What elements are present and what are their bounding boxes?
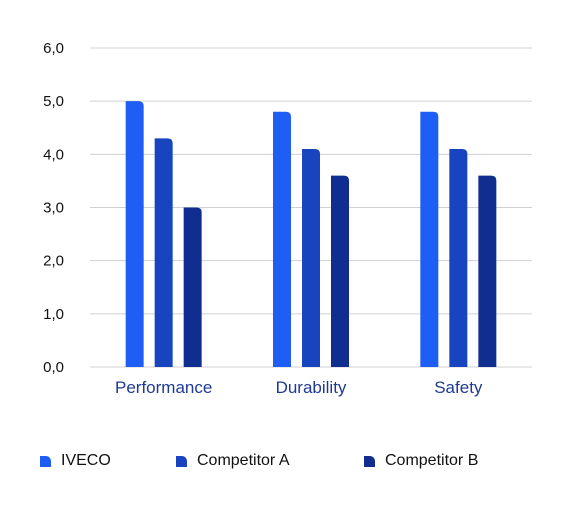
y-tick-label: 4,0 — [43, 146, 64, 163]
bar-competitor-a — [302, 149, 320, 367]
legend-item: Competitor A — [176, 452, 289, 470]
legend-item: Competitor B — [364, 452, 478, 470]
bar-competitor-a — [154, 138, 173, 367]
y-tick-label: 5,0 — [43, 93, 64, 110]
bar-iveco — [125, 101, 144, 368]
bar-competitor-b — [331, 175, 349, 367]
bar-iveco — [273, 111, 291, 367]
legend-swatch — [176, 455, 187, 467]
legend-label: Competitor B — [385, 452, 479, 469]
y-tick-label: 2,0 — [43, 253, 64, 270]
bar-competitor-b — [478, 175, 497, 367]
y-tick-label: 6,0 — [43, 40, 64, 57]
legend-item: IVECO — [40, 452, 111, 470]
x-category-label: Safety — [434, 378, 483, 397]
y-tick-label: 0,0 — [43, 359, 64, 376]
bar-competitor-b — [183, 207, 202, 367]
y-tick-label: 3,0 — [43, 200, 64, 217]
bar-iveco — [420, 111, 439, 367]
x-category-label: Performance — [115, 378, 212, 397]
x-category-label: Durability — [276, 378, 347, 397]
legend-label: Competitor A — [197, 452, 290, 469]
legend: IVECO Competitor A Competitor B — [0, 452, 584, 476]
bar-competitor-a — [449, 149, 468, 367]
legend-swatch — [364, 455, 375, 467]
y-tick-label: 1,0 — [43, 306, 64, 323]
legend-swatch — [40, 455, 51, 467]
legend-label: IVECO — [61, 452, 111, 469]
